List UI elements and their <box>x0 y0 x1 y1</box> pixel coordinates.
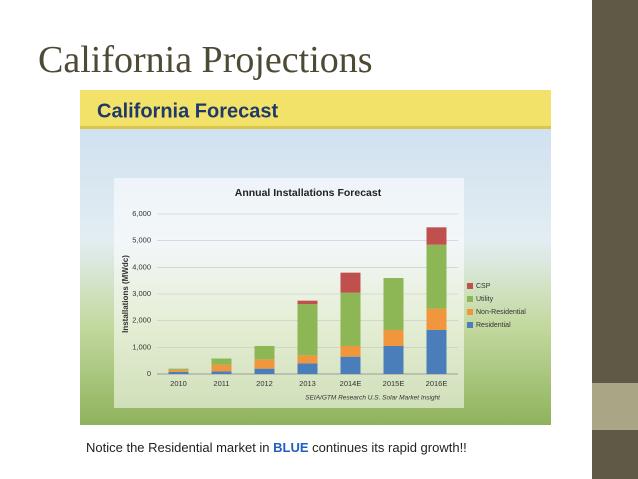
bar-segment <box>211 364 232 372</box>
y-tick-label: 4,000 <box>132 262 151 271</box>
caption: Notice the Residential market in BLUE co… <box>86 440 467 455</box>
y-tick-label: 2,000 <box>132 316 151 325</box>
bar-segment <box>426 330 447 374</box>
bar-segment <box>340 346 361 357</box>
bar-segment <box>297 300 318 305</box>
caption-highlight: BLUE <box>273 440 309 455</box>
banner-rule <box>80 126 551 129</box>
slide-title: California Projections <box>38 39 373 81</box>
legend-label: Non-Residential <box>476 309 526 316</box>
source: SEIA/GTM Research U.S. Solar Market Insi… <box>305 395 441 402</box>
bar-segment <box>168 368 189 370</box>
bar-segment <box>426 308 447 330</box>
plot-panel <box>114 178 464 408</box>
bar-segment <box>168 369 189 372</box>
chart-title: Annual Installations Forecast <box>235 187 382 199</box>
x-tick-label: 2010 <box>170 379 187 388</box>
x-tick-label: 2013 <box>299 379 316 388</box>
legend-swatch <box>467 283 473 289</box>
bar-segment <box>340 356 361 374</box>
bar-segment <box>297 355 318 364</box>
bar-segment <box>383 346 404 374</box>
bar-segment <box>340 272 361 293</box>
bar-segment <box>254 368 275 374</box>
bar-segment <box>168 371 189 374</box>
legend-swatch <box>467 309 473 315</box>
x-tick-label: 2012 <box>256 379 273 388</box>
y-axis-label: Installations (MWdc) <box>121 255 130 333</box>
legend-label: Utility <box>476 296 494 303</box>
bar-segment <box>297 363 318 374</box>
x-tick-label: 2016E <box>426 379 448 388</box>
caption-text: Notice the Residential market in <box>86 440 274 455</box>
y-tick-label: 0 <box>147 369 151 378</box>
bar-segment <box>211 371 232 374</box>
y-tick-label: 6,000 <box>132 209 151 218</box>
bar-segment <box>254 359 275 369</box>
legend-swatch <box>467 322 473 328</box>
legend-label: Residential <box>476 322 511 329</box>
y-tick-label: 3,000 <box>132 289 151 298</box>
bar-segment <box>383 330 404 346</box>
x-tick-label: 2015E <box>383 379 405 388</box>
bar-segment <box>254 346 275 360</box>
bar-segment <box>211 358 232 365</box>
side-accent <box>592 383 638 430</box>
banner-title: California Forecast <box>97 100 279 122</box>
legend-label: CSP <box>476 283 491 290</box>
y-tick-label: 5,000 <box>132 236 151 245</box>
x-tick-label: 2014E <box>340 379 362 388</box>
y-tick-label: 1,000 <box>132 342 151 351</box>
bar-segment <box>426 227 447 245</box>
bar-segment <box>340 292 361 346</box>
bar-segment <box>426 244 447 309</box>
caption-text: continues its rapid growth!! <box>308 440 467 455</box>
legend-swatch <box>467 296 473 302</box>
bar-segment <box>297 304 318 356</box>
x-tick-label: 2011 <box>213 379 229 388</box>
bar-segment <box>383 278 404 330</box>
banner <box>80 90 551 126</box>
